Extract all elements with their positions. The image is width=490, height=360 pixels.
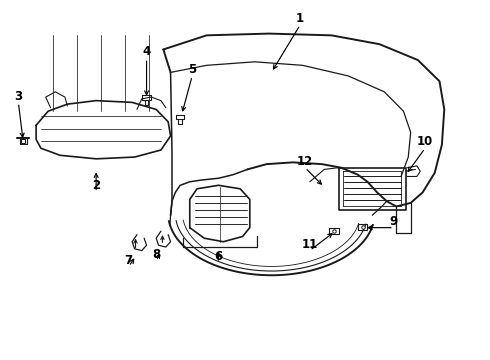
Text: 12: 12 xyxy=(297,155,313,168)
Text: 5: 5 xyxy=(188,63,196,76)
Text: 2: 2 xyxy=(92,180,100,193)
Text: 7: 7 xyxy=(125,253,133,267)
Text: 4: 4 xyxy=(143,45,151,58)
Text: 8: 8 xyxy=(152,248,160,261)
Text: 10: 10 xyxy=(417,135,433,148)
Text: 6: 6 xyxy=(215,250,223,263)
Text: 1: 1 xyxy=(296,12,304,25)
Text: 9: 9 xyxy=(390,215,398,228)
Text: 3: 3 xyxy=(14,90,23,103)
Text: 11: 11 xyxy=(302,238,318,251)
